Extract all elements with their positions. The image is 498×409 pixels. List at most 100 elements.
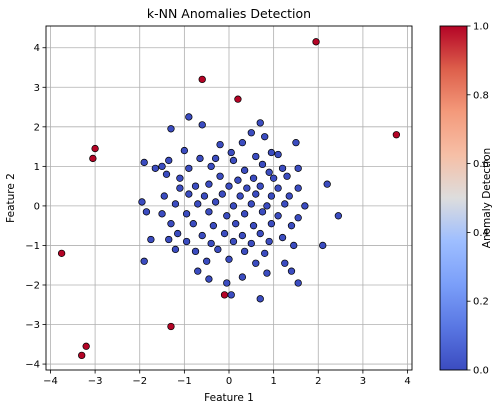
normal-point	[223, 212, 231, 220]
colorbar-tick-label: 1.0	[473, 22, 489, 33]
x-tick-label: 1	[270, 376, 276, 387]
colorbar: 0.0 0.2 0.4 0.6 0.8 1.0 Anomaly Detection	[439, 22, 493, 377]
normal-point	[194, 267, 202, 275]
normal-point	[182, 237, 191, 246]
normal-point	[174, 229, 182, 238]
normal-point	[182, 210, 191, 218]
anomaly-point	[312, 38, 320, 46]
x-tick-label: −2	[132, 376, 147, 387]
normal-point	[205, 275, 213, 283]
x-tick-label: 0	[226, 376, 232, 387]
normal-point	[191, 247, 200, 256]
normal-point	[171, 200, 180, 208]
normal-point	[258, 208, 267, 216]
normal-point	[283, 172, 291, 180]
normal-point	[285, 192, 293, 200]
points	[57, 38, 401, 360]
normal-point	[207, 239, 215, 248]
normal-point	[258, 160, 267, 169]
normal-point	[140, 257, 148, 265]
normal-point	[267, 220, 276, 228]
normal-point	[290, 241, 298, 250]
normal-point	[294, 164, 302, 172]
normal-point	[238, 138, 247, 147]
normal-point	[227, 291, 235, 299]
normal-point	[196, 154, 204, 163]
y-tick-label: −3	[25, 320, 40, 331]
normal-point	[214, 245, 222, 254]
normal-point	[229, 202, 238, 210]
normal-point	[265, 237, 273, 246]
normal-point	[158, 210, 166, 218]
normal-point	[238, 231, 247, 240]
normal-point	[205, 208, 213, 216]
normal-point	[165, 156, 173, 165]
normal-point	[165, 235, 173, 244]
x-tick-label: 2	[315, 376, 321, 387]
normal-point	[247, 200, 255, 208]
normal-point	[240, 166, 249, 174]
x-tick-label: −4	[43, 376, 58, 387]
colorbar-tick-label: 0.4	[473, 228, 489, 239]
normal-point	[216, 140, 224, 149]
x-tick-label: −3	[88, 376, 103, 387]
normal-point	[292, 138, 300, 147]
normal-point	[225, 255, 233, 263]
normal-point	[223, 279, 231, 287]
normal-point	[225, 182, 233, 190]
normal-point	[167, 220, 175, 228]
normal-point	[256, 229, 264, 238]
normal-point	[191, 182, 200, 190]
normal-point	[240, 210, 249, 218]
colorbar-gradient	[439, 25, 468, 371]
normal-point	[238, 273, 247, 281]
normal-point	[229, 156, 238, 165]
normal-point	[334, 212, 343, 220]
normal-point	[243, 184, 251, 192]
normal-point	[323, 180, 331, 188]
normal-point	[176, 184, 184, 192]
y-tick-label: 1	[34, 162, 40, 173]
normal-point	[211, 154, 220, 163]
x-tick-label: −1	[177, 376, 192, 387]
colorbar-tick-label: 0.8	[473, 90, 489, 101]
normal-point	[294, 214, 302, 222]
normal-point	[194, 200, 202, 208]
normal-point	[180, 146, 189, 155]
normal-point	[218, 190, 226, 198]
y-tick-label: 0	[34, 201, 40, 212]
normal-point	[256, 119, 264, 127]
normal-point	[294, 279, 302, 287]
normal-point	[281, 200, 289, 208]
axis-ticks: −4 −3 −2 −1 0 1 2 3 4 −4 −3 −2 −1 0 1 2 3 4	[25, 43, 410, 387]
normal-point	[229, 237, 238, 246]
normal-point	[200, 192, 209, 200]
colorbar-ticks: 0.0 0.2 0.4 0.6 0.8 1.0	[467, 22, 489, 377]
normal-point	[198, 121, 206, 129]
normal-point	[158, 162, 166, 171]
anomaly-point	[220, 291, 229, 299]
y-axis-label: Feature 2	[5, 173, 17, 223]
normal-point	[281, 259, 289, 267]
normal-point	[263, 202, 271, 210]
normal-point	[185, 190, 193, 198]
normal-point	[274, 212, 282, 220]
normal-point	[263, 269, 271, 277]
normal-point	[252, 190, 260, 198]
normal-point	[278, 164, 287, 172]
anomaly-point	[167, 322, 175, 331]
anomaly-point	[392, 131, 401, 139]
normal-point	[249, 174, 258, 182]
y-tick-label: −1	[25, 241, 40, 252]
normal-point	[207, 162, 215, 171]
normal-point	[252, 152, 260, 161]
normal-point	[198, 231, 206, 240]
anomaly-point	[198, 75, 206, 84]
normal-point	[240, 247, 249, 256]
anomaly-point	[78, 351, 86, 360]
normal-point	[160, 192, 168, 200]
normal-point	[167, 125, 175, 133]
normal-point	[232, 220, 240, 228]
